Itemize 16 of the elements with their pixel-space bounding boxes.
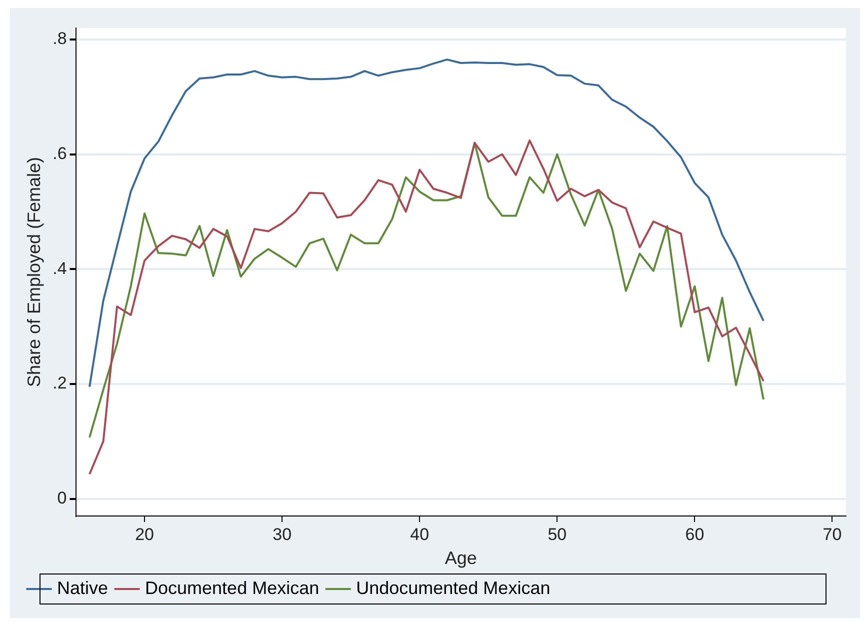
x-axis-title: Age: [444, 548, 477, 568]
y-tick-label: 0: [57, 488, 67, 508]
legend-label: Documented Mexican: [145, 578, 320, 598]
legend-label: Undocumented Mexican: [356, 578, 550, 598]
y-tick-label: .4: [52, 258, 67, 278]
x-tick-label: 70: [822, 524, 842, 544]
y-tick-label: .6: [52, 144, 67, 163]
legend-label: Native: [57, 578, 108, 598]
x-tick-label: 40: [410, 524, 430, 544]
y-tick-label: .8: [52, 29, 67, 48]
x-tick-label: 20: [135, 524, 154, 544]
x-tick-label: 60: [685, 524, 704, 544]
x-tick-label: 30: [272, 524, 292, 544]
y-axis-title: Share of Employed (Female): [24, 156, 44, 388]
y-tick-label: .2: [52, 374, 67, 393]
x-tick-label: 50: [548, 524, 567, 544]
